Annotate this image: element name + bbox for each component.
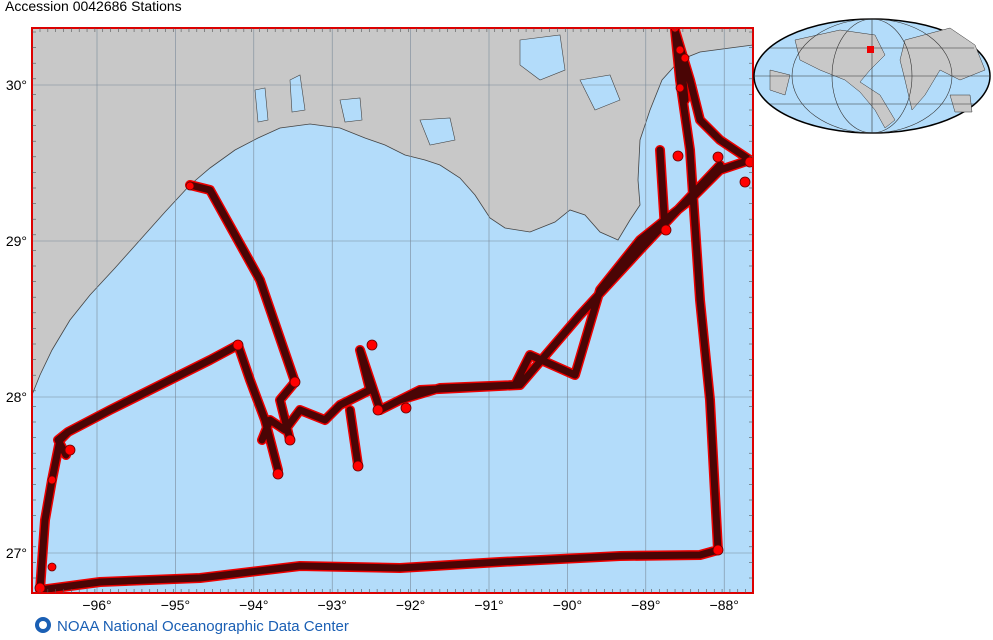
footer-text: NOAA National Oceanographic Data Center	[57, 618, 349, 635]
longitude-label: −91°	[474, 597, 503, 613]
longitude-label: −89°	[631, 597, 660, 613]
inland-water	[254, 34, 621, 146]
map-body	[32, 28, 753, 593]
latitude-label: 30°	[6, 77, 27, 93]
land	[32, 28, 753, 396]
map-title: Accession 0042686 Stations	[5, 0, 182, 14]
station-tracks	[34, 28, 753, 593]
longitude-label: −95°	[161, 597, 190, 613]
latitude-label: 29°	[6, 233, 27, 249]
locator-globe	[753, 18, 991, 134]
axis-labels: −96° −95° −94° −93° −92° −91° −90° −89° −88° 30° 2…	[6, 28, 753, 613]
longitude-label: −96°	[82, 597, 111, 613]
longitude-label: −93°	[318, 597, 347, 613]
footer: NOAA National Oceanographic Data Center	[35, 617, 349, 635]
longitude-label: −94°	[239, 597, 268, 613]
latitude-label: 28°	[6, 389, 27, 405]
latitude-label: 27°	[6, 545, 27, 561]
longitude-label: −90°	[553, 597, 582, 613]
longitude-label: −88°	[710, 597, 739, 613]
longitude-label: −92°	[396, 597, 425, 613]
